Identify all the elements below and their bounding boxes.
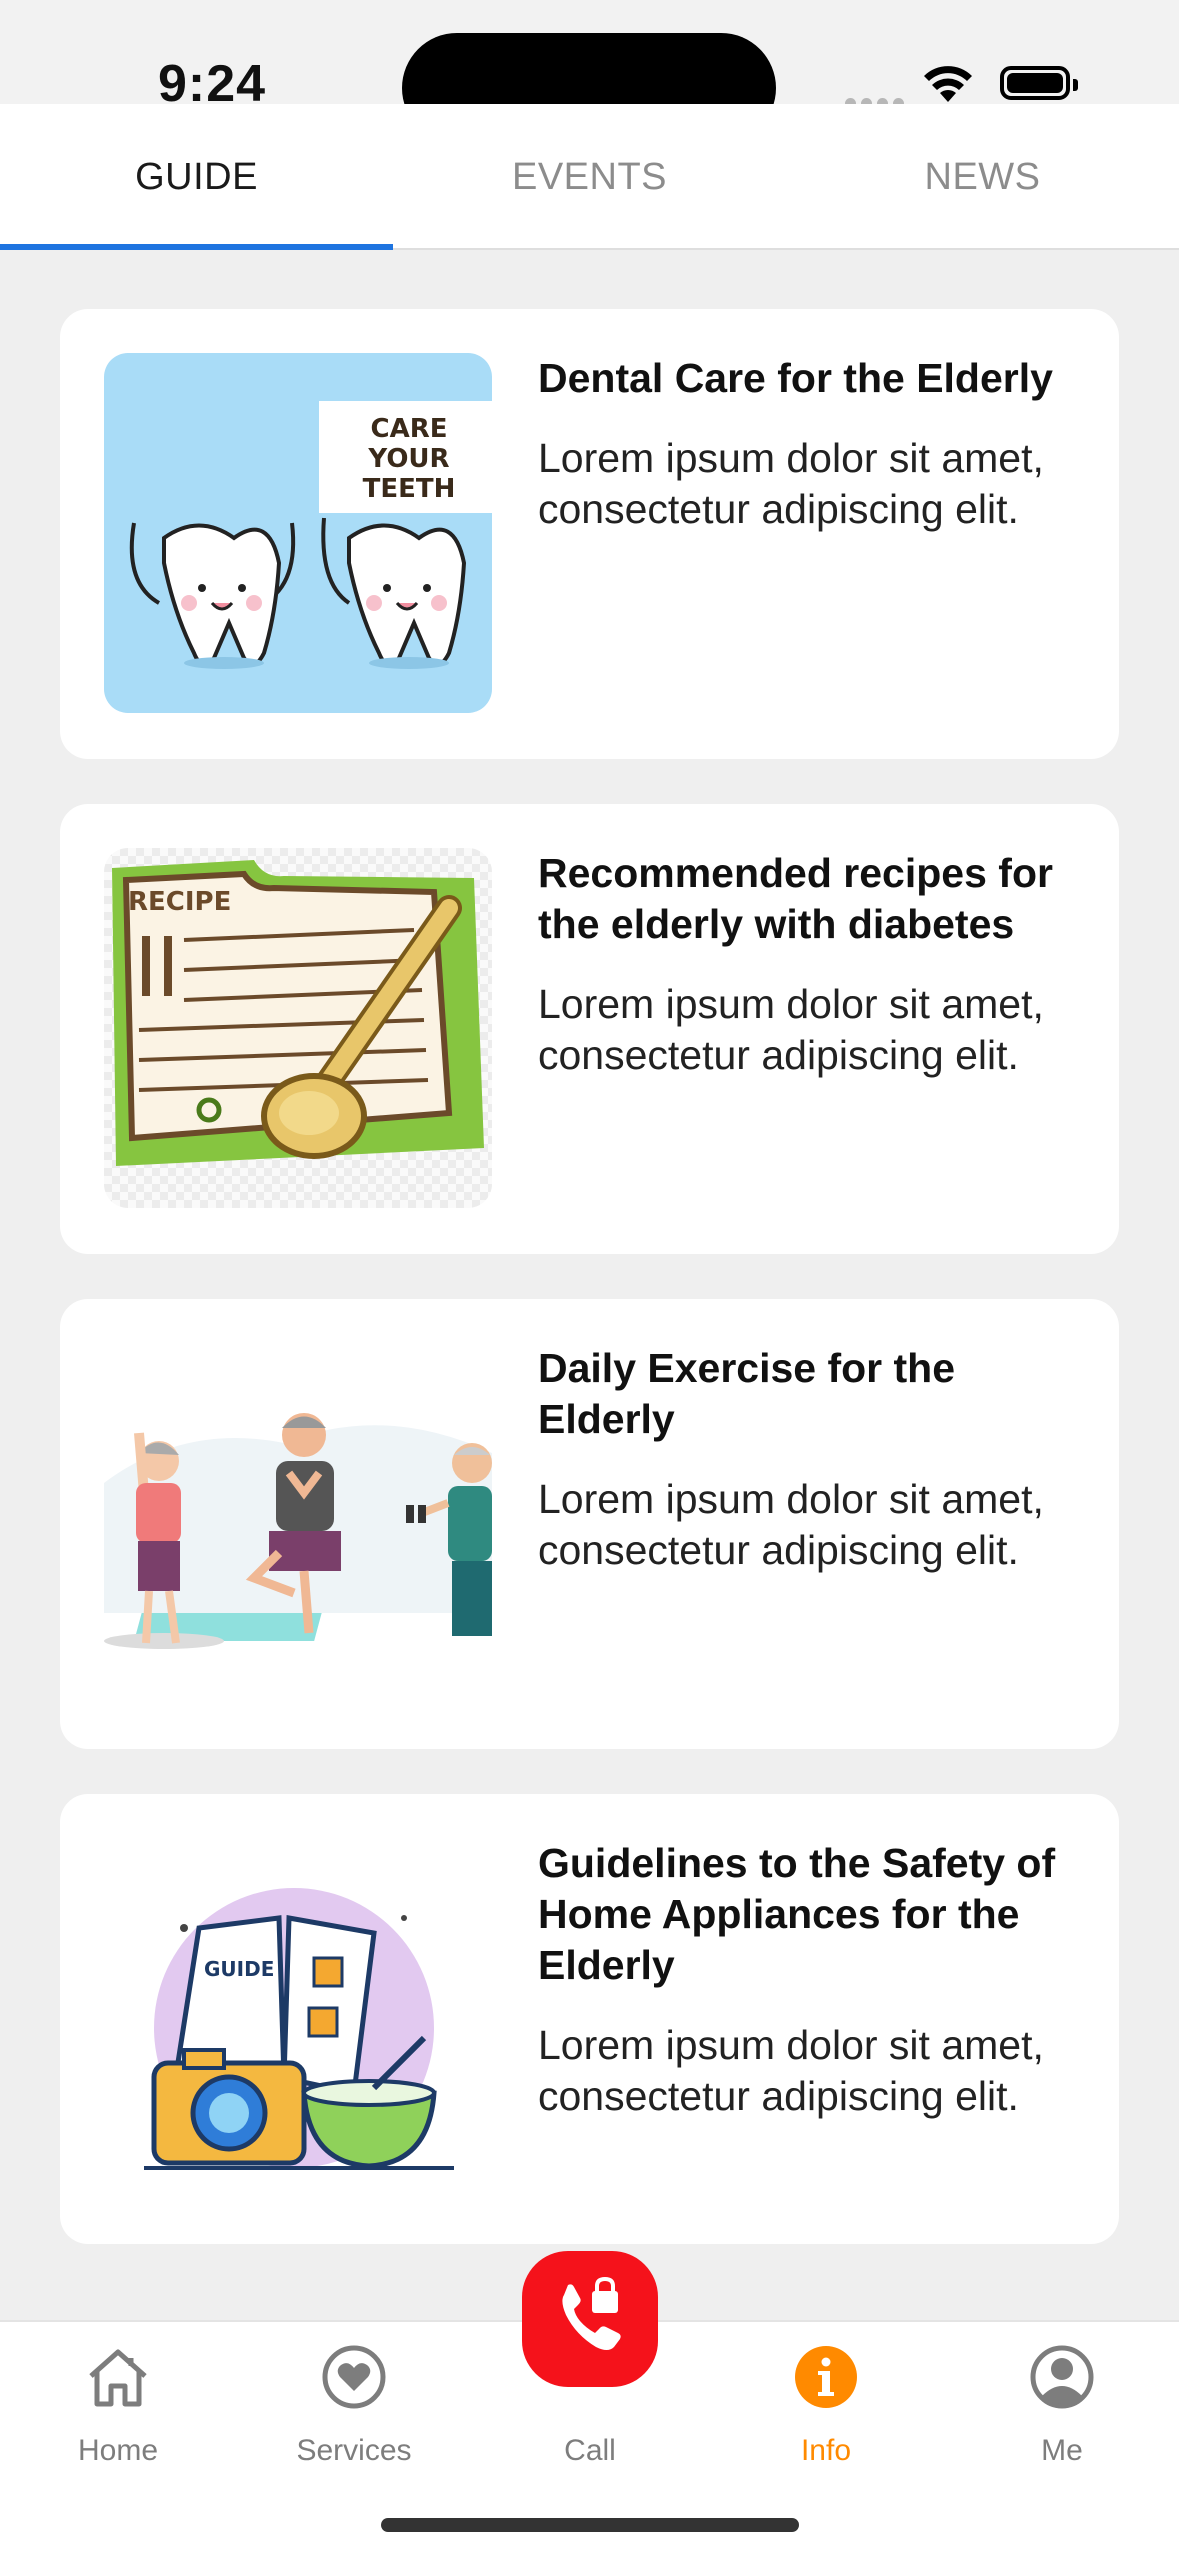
article-card-exercise[interactable]: Daily Exercise for the Elderly Lorem ips… [60,1299,1119,1749]
exercise-thumbnail [104,1343,492,1703]
nav-home[interactable]: Home [0,2322,236,2522]
home-indicator [381,2518,799,2532]
nav-me-label: Me [1041,2434,1083,2467]
call-button[interactable] [522,2251,658,2387]
safety-guide-thumbnail: GUIDE [104,1838,492,2198]
article-title: Recommended recipes for the elderly with… [538,850,1053,947]
nav-info-label: Info [800,2434,852,2467]
tab-events[interactable]: EVENTS [511,155,668,198]
nav-call-label: Call [564,2434,616,2467]
care-sign-line-3: TEETH [363,474,456,504]
dental-care-thumbnail: CARE YOUR TEETH [104,353,492,713]
nav-services[interactable]: Services [236,2322,472,2522]
tab-guide[interactable]: GUIDE [135,155,258,198]
article-description: Lorem ipsum dolor sit amet, consectetur … [538,2022,1044,2119]
recipe-label: RECIPE [128,887,231,917]
article-title: Guidelines to the Safety of Home Applian… [538,1840,1056,1988]
status-bar: 9:24 [0,0,1179,143]
guide-book-label: GUIDE [204,1957,274,1981]
article-title: Daily Exercise for the Elderly [538,1345,956,1442]
recipe-thumbnail: RECIPE [104,848,492,1208]
care-sign-line-2: YOUR [367,444,449,474]
phone-lock-icon [562,2276,621,2350]
top-tabbar: GUIDE EVENTS NEWS [0,104,1179,250]
nav-info[interactable]: Info [708,2322,944,2522]
care-sign-line-1: CARE [371,414,448,444]
user-icon [1030,2345,1094,2409]
cellular-signal-icon [845,96,909,114]
article-description: Lorem ipsum dolor sit amet, consectetur … [538,1476,1044,1573]
status-time: 9:24 [158,55,267,113]
info-icon [795,2346,857,2408]
article-card-safety[interactable]: GUIDE Guidelines to the Safety of Home A… [60,1794,1119,2244]
article-card-recipes[interactable]: RECIPE Recommended recipes for the elder… [60,804,1119,1254]
battery-icon [1000,66,1078,100]
nav-services-label: Services [296,2434,412,2467]
heart-icon [322,2345,386,2409]
tab-news[interactable]: NEWS [924,155,1041,198]
article-description: Lorem ipsum dolor sit amet, consectetur … [538,435,1044,532]
article-description: Lorem ipsum dolor sit amet, consectetur … [538,981,1044,1078]
nav-me[interactable]: Me [944,2322,1179,2522]
home-icon [89,2349,147,2407]
article-title: Dental Care for the Elderly [538,355,1053,401]
article-card-dental[interactable]: CARE YOUR TEETH Dental Care for the Elde… [60,309,1119,759]
active-tab-indicator [0,244,393,250]
nav-home-label: Home [77,2434,159,2467]
nav-call[interactable]: Call [472,2322,708,2522]
wifi-icon [924,66,972,102]
